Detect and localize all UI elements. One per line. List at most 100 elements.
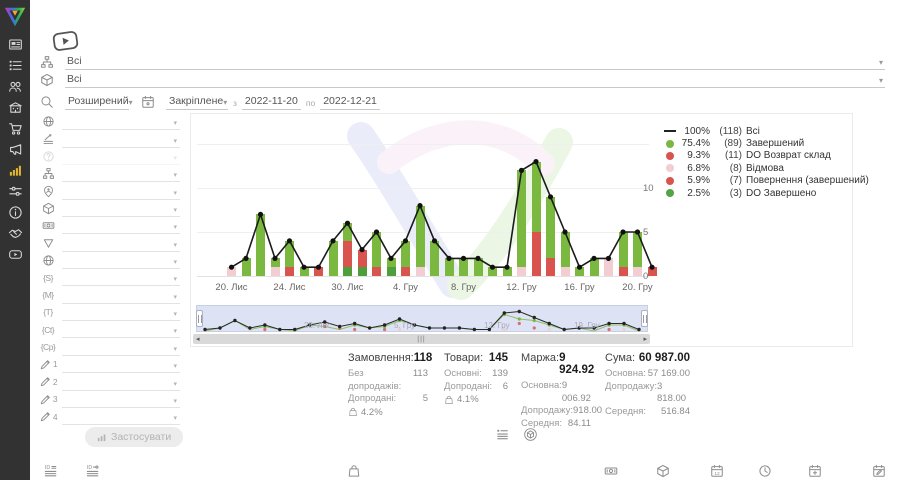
filter-select[interactable]: ▾ bbox=[62, 294, 180, 304]
brand-logo[interactable] bbox=[3, 5, 27, 29]
filter-select[interactable]: ▾ bbox=[62, 415, 180, 426]
chevron-down-icon: ▾ bbox=[173, 380, 177, 388]
legend-item[interactable]: 6.8% (8) Відмова bbox=[663, 162, 869, 174]
date-from-input[interactable]: 2022-11-20 bbox=[241, 95, 301, 110]
minimap-scrollbar[interactable]: ◂ ||| ▸ bbox=[193, 334, 650, 344]
calendar-date-icon[interactable]: 12 bbox=[710, 464, 724, 478]
stat-title: Маржа: 9 924.92 bbox=[521, 352, 595, 376]
filter-select[interactable]: ▾ bbox=[62, 276, 180, 287]
sliders-icon[interactable] bbox=[0, 181, 30, 202]
filter-select[interactable]: ▾ bbox=[62, 224, 180, 235]
legend-item[interactable]: 5.9% (7) Повернення (завершений) bbox=[663, 175, 869, 187]
video-tutorial-button[interactable] bbox=[51, 26, 79, 51]
filter-select[interactable]: ▾ bbox=[62, 311, 180, 322]
filter-row-tag-T: {T} ▾ bbox=[38, 304, 180, 322]
megaphone-icon[interactable] bbox=[0, 139, 30, 160]
filter-select[interactable]: ▾ bbox=[62, 120, 180, 131]
tag-icon: {T} bbox=[43, 307, 53, 318]
tag-icon: {S} bbox=[43, 272, 53, 283]
main-area: Всі ▾ Всі ▾ Розширений ▾ Закріплене ▾ з … bbox=[30, 0, 918, 480]
filter-select[interactable]: ▾ bbox=[62, 346, 180, 356]
calendar-icon bbox=[141, 95, 158, 110]
products-view-toggle-icon[interactable] bbox=[523, 427, 538, 442]
chevron-down-icon: ▾ bbox=[173, 415, 177, 423]
id-equals-icon[interactable]: ID bbox=[44, 464, 58, 478]
product-select[interactable]: Всі ▾ bbox=[65, 73, 885, 88]
info-icon[interactable] bbox=[0, 202, 30, 223]
calendar-plus-icon[interactable] bbox=[808, 464, 822, 478]
video-icon[interactable] bbox=[0, 244, 30, 265]
list-icon[interactable] bbox=[0, 55, 30, 76]
banknote-icon[interactable] bbox=[604, 464, 618, 478]
filter-select[interactable]: ▾ bbox=[62, 328, 180, 339]
filter-select[interactable]: ▾ bbox=[62, 363, 180, 374]
status-group-select[interactable]: Всі ▾ bbox=[65, 55, 885, 70]
range-handle-left[interactable] bbox=[196, 310, 203, 327]
filter-row-pencil-3: 3 ▾ bbox=[38, 391, 180, 408]
chevron-down-icon: ▾ bbox=[173, 137, 177, 145]
search-mode-select[interactable]: Розширений ▾ bbox=[65, 95, 133, 110]
users-icon[interactable] bbox=[0, 76, 30, 97]
legend-item[interactable]: 75.4% (89) Завершений bbox=[663, 137, 869, 149]
bag-icon[interactable] bbox=[347, 464, 361, 478]
bar-segment-completed bbox=[372, 232, 381, 268]
search-mode-value: Розширений bbox=[68, 95, 129, 107]
minimap-range-selector[interactable]: 28. Лис 5. Гру 12. Гру 19. Гру bbox=[196, 305, 648, 332]
filter-select[interactable]: ▾ bbox=[62, 207, 180, 218]
filter-select[interactable]: ▾ bbox=[62, 155, 180, 166]
date-from-label: з bbox=[233, 98, 237, 108]
building-icon[interactable] bbox=[0, 97, 30, 118]
total-line-series bbox=[228, 159, 655, 270]
scroll-left-arrow-icon[interactable]: ◂ bbox=[196, 336, 200, 343]
scroll-right-arrow-icon[interactable]: ▸ bbox=[643, 336, 647, 343]
filter-row-package: ▾ bbox=[38, 200, 180, 218]
chevron-down-icon: ▾ bbox=[173, 155, 177, 163]
filter-row-levels: ▾ bbox=[38, 130, 180, 148]
dot-marker bbox=[666, 189, 674, 198]
bar-segment-completed bbox=[328, 240, 338, 276]
filter-select[interactable]: ▾ bbox=[62, 172, 180, 183]
package-icon[interactable] bbox=[656, 464, 670, 478]
bar-segment-refusal bbox=[227, 267, 236, 276]
bar-segment-completed bbox=[401, 240, 410, 268]
chevron-down-icon: ▾ bbox=[223, 98, 228, 107]
filter-row-tag-Ct: {Ct} ▾ bbox=[38, 321, 180, 339]
chart-icon[interactable] bbox=[0, 160, 30, 181]
search-icon bbox=[40, 95, 57, 110]
scrollbar-grip[interactable]: ||| bbox=[417, 335, 426, 343]
filter-select[interactable]: ▾ bbox=[62, 242, 180, 252]
cart-icon[interactable] bbox=[0, 118, 30, 139]
id-dash-icon[interactable]: ID bbox=[86, 464, 100, 478]
stat-row: Допродані: 5 bbox=[348, 393, 428, 404]
filter-row-globe: ▾ bbox=[38, 113, 180, 131]
filter-row-sitemap: ▾ bbox=[38, 165, 180, 183]
range-handle-right[interactable] bbox=[641, 310, 648, 327]
filter-select[interactable]: ▾ bbox=[62, 398, 180, 408]
tag-icon: {Cp} bbox=[40, 342, 56, 353]
bar-segment-completed bbox=[488, 267, 497, 276]
clock-icon[interactable] bbox=[758, 464, 772, 478]
orders-view-toggle-icon[interactable] bbox=[495, 427, 510, 442]
x-axis-tick: 20. Лис bbox=[215, 282, 248, 293]
apply-button[interactable]: Застосувати bbox=[85, 427, 184, 447]
legend-item[interactable]: 100% (118) Всі bbox=[663, 125, 869, 137]
date-to-input[interactable]: 2022-12-21 bbox=[320, 95, 380, 110]
filter-select[interactable]: ▾ bbox=[62, 259, 180, 270]
legend-item[interactable]: 9.3% (11) DO Возврат склад bbox=[663, 150, 869, 162]
bar-segment-completed bbox=[517, 170, 526, 268]
stat-column: Товари: 145 Основні: 139 Допродані: 6 4.1% bbox=[444, 352, 508, 405]
filter-row-pencil-2: 2 ▾ bbox=[38, 373, 180, 391]
filter-row-tag-M: {M} ▾ bbox=[38, 286, 180, 304]
filter-select[interactable]: ▾ bbox=[62, 138, 180, 148]
filter-select[interactable]: ▾ bbox=[62, 381, 180, 391]
bar-segment-do_return bbox=[401, 267, 410, 276]
calendar-edit-icon[interactable] bbox=[872, 464, 886, 478]
handshake-icon[interactable] bbox=[0, 223, 30, 244]
legend-item[interactable]: 2.5% (3) DO Завершено bbox=[663, 187, 869, 199]
bar-chart-icon bbox=[97, 434, 106, 442]
card-icon[interactable] bbox=[0, 34, 30, 55]
filter-select[interactable]: ▾ bbox=[62, 190, 180, 200]
bar-segment-refusal bbox=[604, 258, 613, 276]
bar-segment-completed bbox=[502, 267, 512, 276]
period-mode-select[interactable]: Закріплене ▾ bbox=[166, 95, 228, 110]
